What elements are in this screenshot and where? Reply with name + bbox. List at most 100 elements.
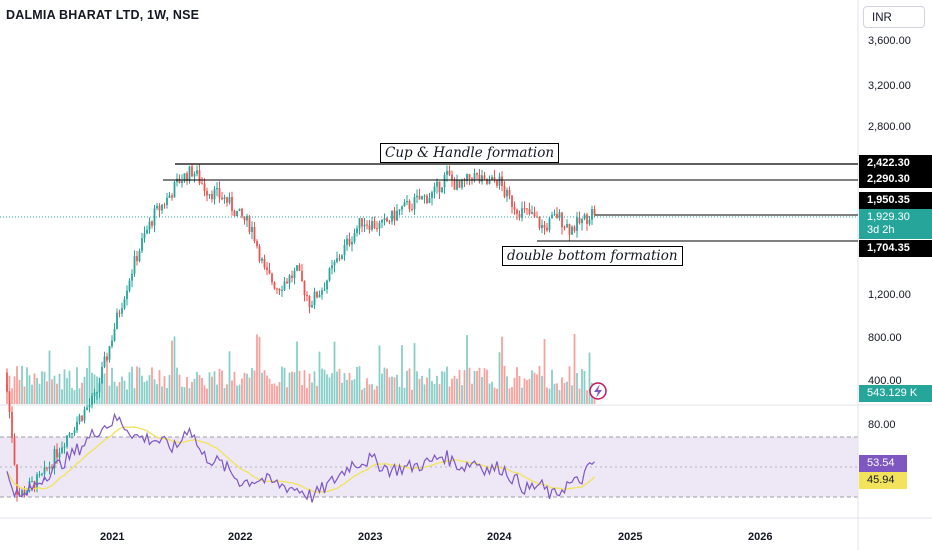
volume-bar (543, 339, 546, 404)
candle-body (503, 185, 506, 197)
candle-body (538, 217, 541, 229)
volume-bar (581, 369, 583, 404)
volume-bar (396, 374, 398, 404)
candle-body (93, 392, 96, 396)
candle-body (68, 433, 71, 436)
volume-bar (276, 385, 278, 404)
y-tick-3600: 3,600.00 (868, 35, 911, 47)
volume-bar (151, 367, 153, 404)
candle-body (498, 176, 501, 186)
candle-body (166, 197, 168, 205)
candle-body (528, 209, 531, 214)
volume-bar (323, 369, 326, 404)
candle-body (443, 174, 446, 188)
candle-body (593, 209, 596, 215)
candle-body (456, 180, 458, 190)
volume-bar (403, 387, 406, 404)
candle-body (521, 208, 523, 218)
candle-body (36, 474, 38, 490)
candle-body (13, 438, 16, 465)
volume-bar (46, 381, 48, 404)
volume-bar (11, 388, 13, 404)
candle-body (311, 305, 313, 308)
candle-body (331, 265, 333, 269)
volume-bar (348, 372, 351, 404)
volume-bar (171, 340, 173, 404)
volume-bar (346, 379, 348, 404)
volume-bar (528, 378, 531, 404)
candle-body (491, 176, 493, 180)
volume-bar (76, 367, 78, 404)
volume-bar (503, 365, 506, 404)
candle-body (343, 244, 346, 256)
candle-body (288, 275, 291, 284)
candle-body (251, 226, 253, 233)
volume-bar (576, 373, 578, 404)
volume-bar (388, 377, 391, 404)
volume-bar (153, 379, 156, 404)
candle-body (461, 179, 463, 188)
candle-body (293, 270, 296, 278)
volume-bar (138, 367, 141, 404)
candle-body (433, 186, 436, 193)
volume-bar (541, 376, 543, 404)
candle-body (373, 221, 376, 229)
volume-bar (363, 387, 366, 404)
candle-body (493, 176, 496, 181)
volume-bar (51, 379, 53, 404)
volume-bar (13, 376, 16, 404)
candle-body (338, 258, 341, 260)
candle-body (48, 466, 51, 469)
volume-bar (393, 377, 396, 404)
volume-bar (56, 383, 58, 404)
candle-body (181, 181, 183, 184)
candle-body (296, 265, 298, 271)
volume-bar (206, 388, 208, 404)
volume-bar (291, 371, 293, 404)
candle-body (206, 190, 208, 196)
volume-bar (278, 382, 281, 404)
cup-handle-annotation[interactable]: Cup & Handle formation (380, 143, 560, 163)
candle-body (116, 312, 118, 329)
volume-bar (176, 367, 178, 404)
volume-bar (263, 370, 266, 404)
candle-body (573, 226, 576, 231)
volume-bar (328, 377, 331, 404)
candle-body (43, 467, 46, 474)
candle-body (441, 187, 443, 193)
volume-bar (193, 378, 196, 404)
volume-bar (168, 374, 171, 404)
volume-bar (23, 386, 26, 404)
volume-bar (133, 388, 136, 404)
candle-body (276, 288, 278, 290)
volume-bar (136, 366, 138, 404)
lightning-icon[interactable] (589, 382, 607, 400)
candle-body (478, 174, 481, 182)
candle-body (158, 205, 161, 211)
volume-bar (218, 368, 221, 404)
candle-body (221, 197, 223, 200)
volume-bar (196, 371, 198, 404)
candle-body (141, 238, 143, 252)
candle-body (458, 180, 461, 188)
volume-bar (526, 380, 528, 404)
candle-body (76, 421, 78, 431)
volume-bar (28, 375, 31, 404)
volume-bar (343, 373, 346, 404)
candle-body (423, 195, 426, 197)
candle-body (451, 174, 453, 181)
candle-body (371, 221, 373, 230)
candle-body (108, 346, 111, 360)
volume-bar (498, 352, 501, 404)
volume-bar (203, 385, 206, 404)
candle-body (476, 173, 478, 175)
volume-bar (571, 385, 573, 404)
candle-body (421, 196, 423, 200)
candle-body (533, 212, 536, 217)
double-bottom-annotation[interactable]: double bottom formation (502, 246, 683, 266)
currency-selector[interactable]: INR (863, 6, 925, 28)
volume-bar (391, 376, 393, 404)
chart-title: DALMIA BHARAT LTD, 1W, NSE (6, 8, 200, 22)
candle-body (156, 205, 158, 209)
